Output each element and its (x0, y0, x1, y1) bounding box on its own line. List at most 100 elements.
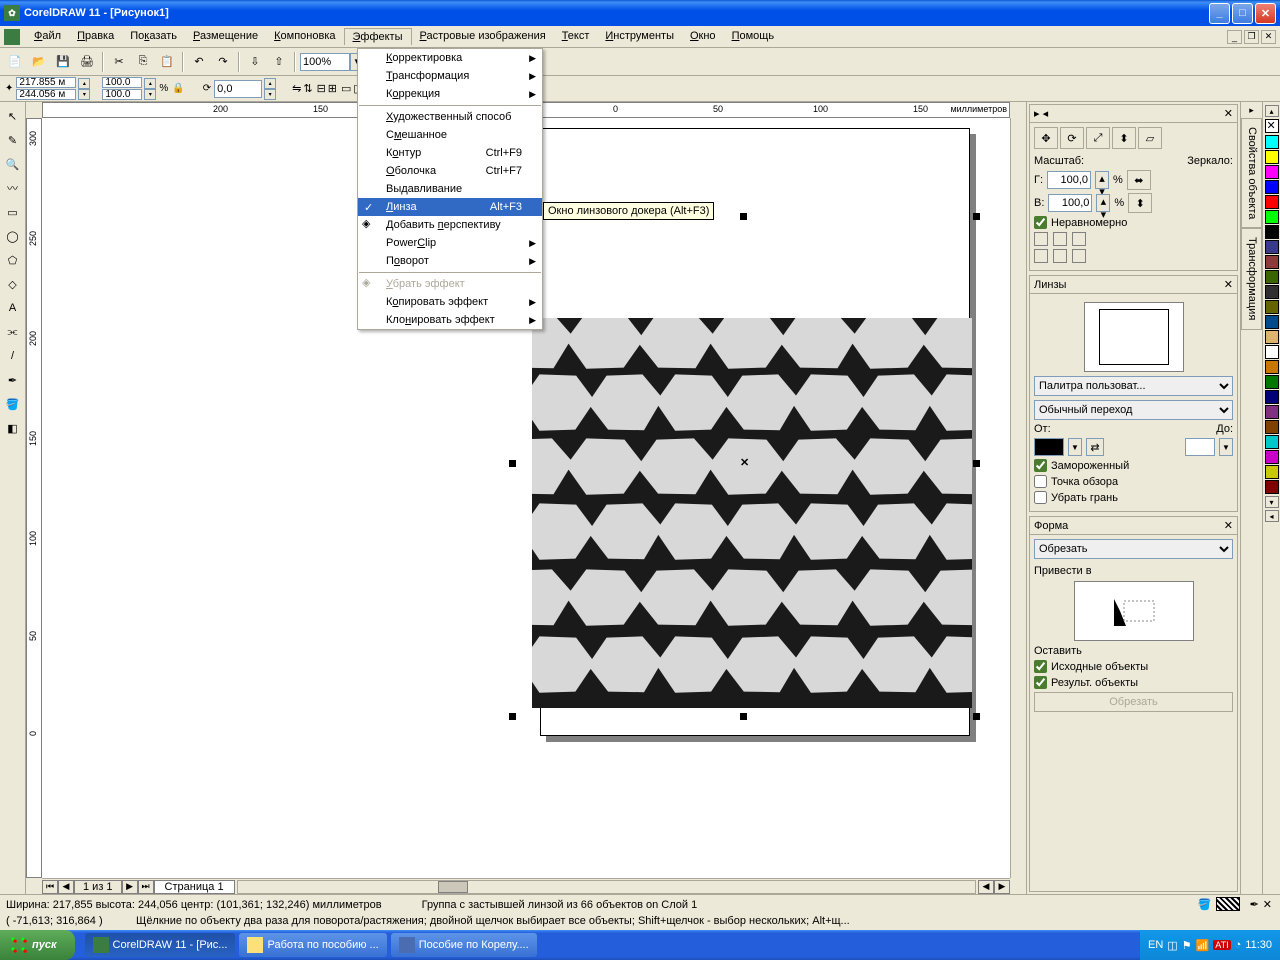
menu-правка[interactable]: Правка (69, 28, 122, 45)
color-swatch[interactable] (1265, 375, 1279, 389)
menuitem-16[interactable]: Клонировать эффект▶ (358, 311, 542, 329)
selection-handle[interactable] (509, 460, 516, 467)
page-last[interactable]: ⏭ (138, 880, 154, 894)
docker-tab-expand[interactable]: ▸ (1241, 102, 1262, 118)
docker-close[interactable]: ✕ (1224, 107, 1233, 120)
open-icon[interactable]: 📂 (28, 51, 50, 73)
page-tab[interactable]: Страница 1 (154, 880, 235, 894)
menuitem-11[interactable]: PowerClip▶ (358, 234, 542, 252)
mdi-close[interactable]: ✕ (1261, 30, 1276, 44)
trans-size-tab[interactable]: ⬍ (1112, 127, 1136, 149)
menu-инструменты[interactable]: Инструменты (597, 28, 682, 45)
palette-expand[interactable]: ◂ (1265, 510, 1279, 522)
redo-icon[interactable]: ↷ (212, 51, 234, 73)
color-swatch[interactable] (1265, 255, 1279, 269)
no-color-swatch[interactable] (1265, 119, 1279, 133)
front-icon[interactable]: ▭ (341, 82, 351, 95)
basic-shapes-tool[interactable]: ◇ (2, 273, 24, 295)
color-swatch[interactable] (1265, 480, 1279, 494)
mdi-restore[interactable]: ❐ (1244, 30, 1259, 44)
mirror-v-icon[interactable]: ⇅ (303, 82, 312, 95)
menu-эффекты[interactable]: Эффекты (344, 28, 412, 45)
trans-position-tab[interactable]: ✥ (1034, 127, 1058, 149)
selection-handle[interactable] (509, 713, 516, 720)
outline-close[interactable]: ✕ (1263, 898, 1272, 911)
color-swatch[interactable] (1265, 165, 1279, 179)
save-icon[interactable]: 💾 (52, 51, 74, 73)
menuitem-9[interactable]: ✓ЛинзаAlt+F3 (358, 198, 542, 216)
page-next[interactable]: ▶ (122, 880, 138, 894)
zoom-combo[interactable]: ▼ (300, 53, 364, 71)
zoom-input[interactable] (300, 53, 350, 71)
selection-handle[interactable] (973, 213, 980, 220)
scale-h-input[interactable] (1047, 171, 1091, 189)
color-swatch[interactable] (1265, 315, 1279, 329)
selection-handle[interactable] (973, 713, 980, 720)
color-swatch[interactable] (1265, 240, 1279, 254)
color-swatch[interactable] (1265, 195, 1279, 209)
close-button[interactable]: ✕ (1255, 3, 1276, 24)
color-swatch[interactable] (1265, 300, 1279, 314)
menuitem-7[interactable]: ОболочкаCtrl+F7 (358, 162, 542, 180)
menuitem-8[interactable]: Выдавливание (358, 180, 542, 198)
tray-icon-4[interactable]: ATI (1213, 940, 1230, 950)
freehand-tool[interactable]: 〰 (2, 177, 24, 199)
color-swatch[interactable] (1265, 330, 1279, 344)
selection-handle[interactable] (740, 213, 747, 220)
fill-indicator[interactable] (1216, 897, 1240, 911)
group-icon[interactable]: ⊞ (328, 82, 337, 95)
lens-palette-select[interactable]: Палитра пользоват... (1034, 376, 1233, 396)
trans-skew-tab[interactable]: ▱ (1138, 127, 1162, 149)
polygon-tool[interactable]: ⬠ (2, 249, 24, 271)
menuitem-4[interactable]: Художественный способ (358, 108, 542, 126)
page-first[interactable]: ⏮ (42, 880, 58, 894)
color-swatch[interactable] (1265, 225, 1279, 239)
mdi-min[interactable]: _ (1227, 30, 1242, 44)
remove-check[interactable] (1034, 491, 1047, 504)
color-swatch[interactable] (1265, 360, 1279, 374)
menuitem-15[interactable]: Копировать эффект▶ (358, 293, 542, 311)
tray-icon-2[interactable]: ⚑ (1182, 939, 1192, 952)
shape-close[interactable]: ✕ (1224, 519, 1233, 532)
lens-transition-select[interactable]: Обычный переход (1034, 400, 1233, 420)
pick-tool[interactable]: ↖ (2, 105, 24, 127)
color-swatch[interactable] (1265, 465, 1279, 479)
color-swatch[interactable] (1265, 345, 1279, 359)
menuitem-12[interactable]: Поворот▶ (358, 252, 542, 270)
scale-x-field[interactable] (102, 77, 142, 88)
tray-icon-5[interactable]: ◔ (1235, 939, 1242, 951)
menu-текст[interactable]: Текст (554, 28, 598, 45)
menu-помощь[interactable]: Помощь (724, 28, 783, 45)
palette-down[interactable]: ▾ (1265, 496, 1279, 508)
paste-icon[interactable]: 📋 (156, 51, 178, 73)
text-tool[interactable]: A (2, 297, 24, 319)
color-swatch[interactable] (1265, 450, 1279, 464)
selection-handle[interactable] (740, 713, 747, 720)
start-button[interactable]: пуск (0, 930, 75, 960)
menuitem-1[interactable]: Трансформация▶ (358, 67, 542, 85)
lens-swap[interactable]: ⇄ (1086, 438, 1104, 456)
task-button[interactable]: Пособие по Корелу.... (391, 933, 537, 957)
page-prev[interactable]: ◀ (58, 880, 74, 894)
color-swatch[interactable] (1265, 210, 1279, 224)
tray-lang[interactable]: EN (1148, 939, 1163, 951)
scroll-left[interactable]: ◀ (978, 880, 994, 894)
width-field[interactable] (16, 77, 76, 88)
interactive-fill-tool[interactable]: ◧ (2, 417, 24, 439)
scale-y-field[interactable] (102, 89, 142, 100)
blend-tool[interactable]: ⫘ (2, 321, 24, 343)
vtab-props[interactable]: Свойства объекта (1241, 118, 1262, 228)
color-swatch[interactable] (1265, 420, 1279, 434)
cut-icon[interactable]: ✂ (108, 51, 130, 73)
lens-to-color[interactable] (1185, 438, 1215, 456)
tray-icon-1[interactable]: ◫ (1167, 939, 1177, 952)
menu-показать[interactable]: Показать (122, 28, 185, 45)
ellipse-tool[interactable]: ◯ (2, 225, 24, 247)
viewpoint-check[interactable] (1034, 475, 1047, 488)
mirror-h-icon[interactable]: ⇋ (292, 82, 301, 95)
target-check[interactable] (1034, 676, 1047, 689)
palette-up[interactable]: ▴ (1265, 105, 1279, 117)
uneven-check[interactable] (1034, 216, 1047, 229)
tray-icon-3[interactable]: 📶 (1196, 939, 1210, 952)
maximize-button[interactable]: □ (1232, 3, 1253, 24)
